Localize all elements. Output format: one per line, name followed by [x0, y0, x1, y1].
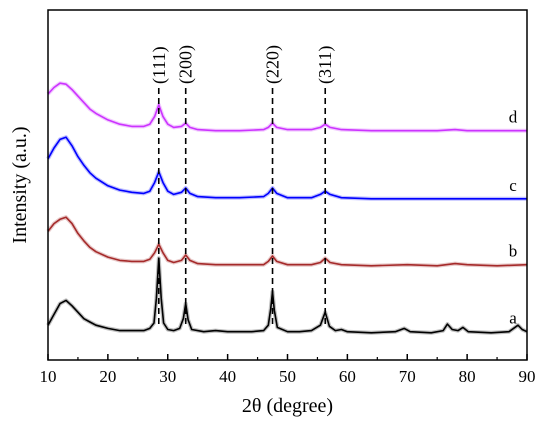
series-b-line: [47, 216, 528, 267]
x-axis-title: 2θ (degree): [242, 395, 333, 417]
x-tick-label-70: 70: [399, 367, 416, 386]
series-layer: a b c d: [46, 81, 528, 335]
x-tick-label-40: 40: [219, 367, 236, 386]
x-tick-label-80: 80: [459, 367, 476, 386]
series-d-line: [47, 82, 527, 132]
tick-layer: 10 20 30 40 50 60 70 80 90: [40, 354, 536, 386]
series-label-b: b: [509, 242, 518, 261]
series-c-line: [47, 136, 527, 200]
series-b-glow: [46, 215, 528, 268]
x-tick-label-60: 60: [339, 367, 356, 386]
reflection-label-1: (200): [176, 45, 197, 84]
series-label-a: a: [509, 309, 517, 328]
x-tick-label-30: 30: [159, 367, 176, 386]
series-a-glow: [46, 256, 528, 335]
series-a-line: [47, 257, 528, 334]
reflection-label-3: (311): [315, 46, 336, 84]
series-label-c: c: [509, 176, 517, 195]
reflection-label-0: (111): [149, 46, 170, 84]
annotation-layer: (111) (200) (220) (311): [149, 45, 336, 326]
x-tick-label-20: 20: [99, 367, 116, 386]
x-tick-label-10: 10: [40, 367, 57, 386]
series-label-d: d: [509, 108, 518, 127]
plot-frame: [47, 9, 528, 361]
reflection-label-2: (220): [263, 45, 284, 84]
y-axis-title: Intensity (a.u.): [9, 126, 31, 243]
x-tick-label-90: 90: [519, 367, 536, 386]
x-tick-label-50: 50: [279, 367, 296, 386]
